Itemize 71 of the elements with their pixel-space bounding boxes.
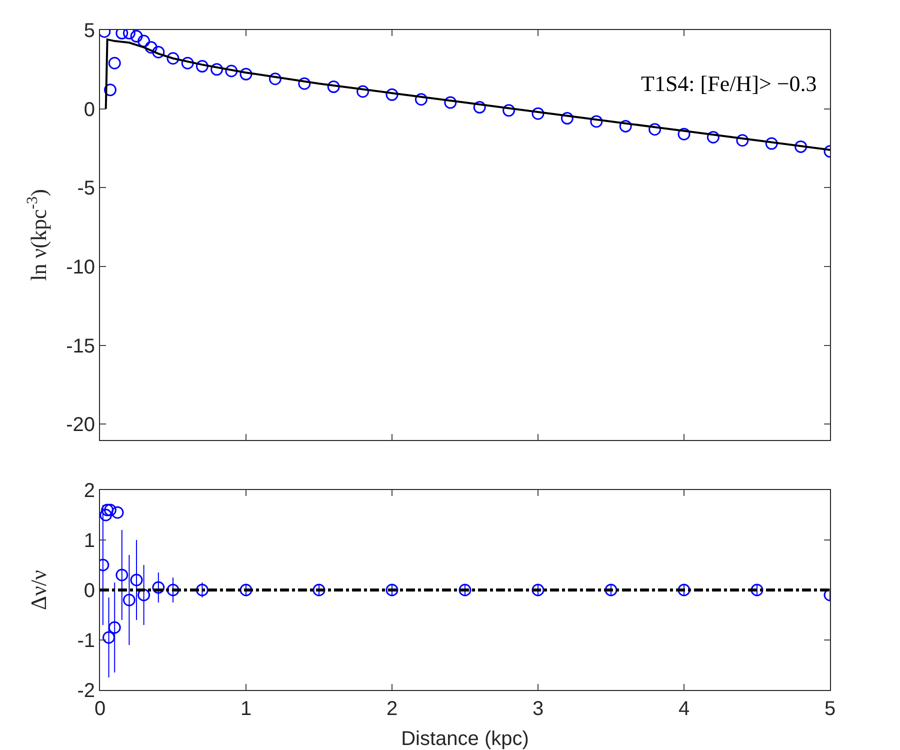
point [502, 104, 516, 117]
point [386, 584, 398, 596]
point [458, 584, 472, 596]
point [268, 72, 282, 86]
point [225, 64, 238, 78]
y-axis-title: Δν/ν [26, 570, 51, 610]
point [138, 588, 150, 602]
y-tick-label: 0 [84, 580, 95, 602]
point [104, 504, 116, 516]
y-tick-label: -5 [77, 178, 95, 200]
y-tick-label: 1 [84, 530, 95, 552]
y-tick-label: 0 [84, 98, 95, 121]
point [619, 120, 632, 132]
point [152, 46, 165, 58]
y-tick-label: -20 [66, 414, 95, 436]
point [116, 568, 128, 582]
point [108, 56, 121, 70]
x-tick-label: 5 [824, 698, 836, 720]
point [444, 96, 457, 109]
point [102, 631, 116, 644]
y-tick-label: 2 [84, 480, 95, 502]
point [532, 584, 544, 596]
y-tick-label: -10 [66, 256, 95, 279]
point [414, 93, 428, 106]
point [111, 506, 124, 519]
point [386, 88, 398, 101]
point [181, 56, 194, 70]
point [794, 140, 808, 153]
y-tick-label: -15 [66, 335, 95, 358]
point [590, 115, 603, 128]
point [130, 574, 143, 586]
point [765, 137, 778, 150]
point [196, 584, 208, 596]
point [312, 584, 326, 596]
point [101, 504, 114, 516]
point [473, 101, 486, 114]
point [327, 80, 340, 94]
point [648, 123, 662, 136]
point [750, 584, 764, 596]
point [532, 107, 544, 120]
point [604, 584, 618, 596]
point [736, 134, 749, 147]
y-tick-label: 5 [84, 20, 95, 42]
point [166, 584, 180, 596]
point [152, 581, 165, 594]
point [678, 584, 690, 596]
point [356, 85, 370, 98]
point [240, 68, 252, 80]
x-axis-title: Distance (kpc) [401, 728, 529, 750]
point [138, 34, 150, 48]
point [298, 77, 311, 90]
point [706, 130, 720, 144]
point [196, 60, 208, 73]
x-tick-label: 3 [532, 698, 544, 720]
point [240, 584, 252, 596]
x-tick-label: 2 [386, 698, 398, 720]
point [104, 84, 116, 96]
y-tick-label: -1 [77, 630, 95, 652]
x-tick-label: 4 [678, 698, 690, 720]
y-tick-label: -2 [77, 680, 95, 702]
x-tick-label: 1 [240, 698, 252, 720]
annotation: T1S4: [Fe/H]> −0.3 [641, 71, 817, 96]
point [144, 41, 158, 54]
point [130, 30, 143, 43]
point [166, 52, 180, 65]
point [100, 508, 112, 522]
point [122, 594, 136, 606]
point [108, 621, 121, 634]
point [678, 128, 690, 140]
point [210, 63, 224, 76]
point [560, 112, 574, 125]
